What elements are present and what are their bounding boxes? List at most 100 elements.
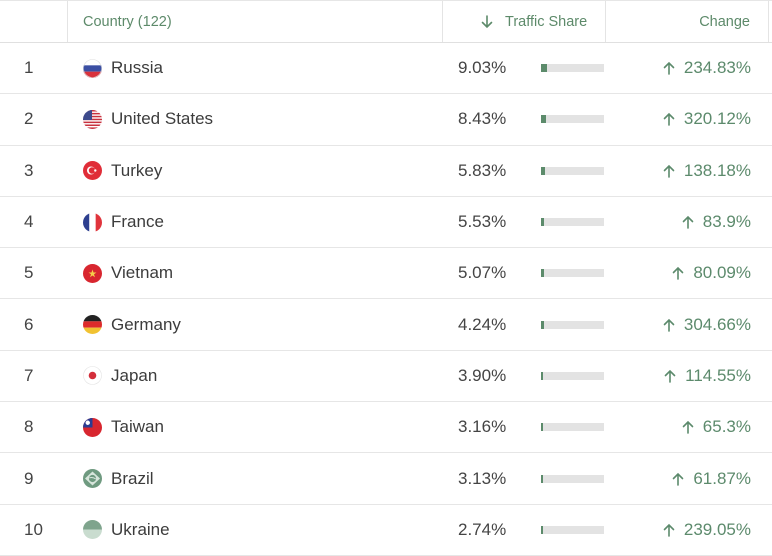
arrow-up-icon <box>671 471 685 487</box>
table-row[interactable]: 2 United States 8.43% 320.12% <box>0 94 772 146</box>
change-cell: 114.55% <box>606 366 769 386</box>
traffic-share-column-header[interactable]: Traffic Share <box>443 1 606 42</box>
traffic-share-bar-fill <box>541 218 544 227</box>
table-row[interactable]: 3 Turkey 5.83% 138.18% <box>0 146 772 197</box>
change-value: 239.05% <box>683 519 751 539</box>
change-column-header[interactable]: Change <box>606 1 769 42</box>
change-cell: 320.12% <box>606 109 769 129</box>
change-column-label: Change <box>699 13 750 30</box>
change-value: 83.9% <box>702 212 751 232</box>
traffic-share-bar-fill <box>541 115 546 124</box>
traffic-share-cell: 5.53% <box>443 212 606 232</box>
change-value: 138.18% <box>683 160 751 180</box>
traffic-share-bar <box>541 474 604 483</box>
rank-column-header <box>0 1 68 42</box>
change-value: 61.87% <box>693 468 751 488</box>
traffic-share-bar-fill <box>541 269 544 278</box>
table-row[interactable]: 5 Vietnam 5.07% 80.09% <box>0 248 772 300</box>
usa-flag-icon <box>83 109 102 129</box>
change-value: 234.83% <box>683 58 751 78</box>
rank-cell: 9 <box>24 468 34 488</box>
country-name: Germany <box>111 314 181 334</box>
country-name: Vietnam <box>111 263 174 283</box>
country-column-label: Country (122) <box>83 13 172 30</box>
rank-cell: 3 <box>24 160 34 180</box>
country-cell[interactable]: Taiwan <box>68 417 443 437</box>
traffic-share-bar <box>541 166 604 175</box>
change-cell: 83.9% <box>606 212 769 232</box>
traffic-share-value: 5.53% <box>458 212 507 232</box>
table-row[interactable]: 10 Ukraine 2.74% 239.05% <box>0 505 772 556</box>
country-cell[interactable]: France <box>68 212 443 232</box>
table-row[interactable]: 4 France 5.53% 83.9% <box>0 197 772 249</box>
traffic-share-value: 3.16% <box>458 417 507 437</box>
traffic-share-cell: 8.43% <box>443 109 606 129</box>
rank-cell: 8 <box>24 417 34 437</box>
rank-cell: 2 <box>24 109 34 129</box>
traffic-share-value: 5.83% <box>458 160 507 180</box>
table-row[interactable]: 6 Germany 4.24% 304.66% <box>0 299 772 351</box>
arrow-up-icon <box>681 214 695 230</box>
traffic-share-column-label: Traffic Share <box>505 13 588 30</box>
arrow-up-icon <box>681 419 695 435</box>
arrow-up-icon <box>662 60 676 76</box>
arrow-up-icon <box>662 522 676 538</box>
traffic-share-value: 3.90% <box>458 365 507 385</box>
arrow-down-icon <box>479 14 495 30</box>
country-cell[interactable]: Japan <box>68 366 443 386</box>
country-column-header[interactable]: Country (122) <box>68 1 443 42</box>
rank-cell: 5 <box>24 263 34 283</box>
country-cell[interactable]: Vietnam <box>68 263 443 283</box>
country-cell[interactable]: Russia <box>68 58 443 78</box>
rank-cell: 10 <box>24 519 43 539</box>
traffic-share-cell: 4.24% <box>443 315 606 335</box>
japan-flag-icon <box>83 366 102 386</box>
traffic-share-cell: 5.07% <box>443 263 606 283</box>
arrow-up-icon <box>662 111 676 127</box>
traffic-share-cell: 5.83% <box>443 161 606 181</box>
rank-cell: 7 <box>24 365 34 385</box>
arrow-up-icon <box>663 368 677 384</box>
traffic-share-value: 5.07% <box>458 263 507 283</box>
traffic-share-cell: 3.16% <box>443 417 606 437</box>
table-row[interactable]: 9 Brazil 3.13% 61.87% <box>0 453 772 505</box>
traffic-share-bar-fill <box>541 371 543 380</box>
traffic-share-cell: 9.03% <box>443 58 606 78</box>
country-cell[interactable]: Brazil <box>68 469 443 489</box>
traffic-share-bar-fill <box>541 64 547 73</box>
country-cell[interactable]: United States <box>68 109 443 129</box>
country-cell[interactable]: Ukraine <box>68 520 443 540</box>
traffic-share-cell: 3.13% <box>443 469 606 489</box>
rank-cell: 4 <box>24 212 34 232</box>
country-cell[interactable]: Turkey <box>68 161 443 181</box>
turkey-flag-icon <box>83 161 102 181</box>
change-value: 80.09% <box>693 263 751 283</box>
traffic-share-value: 4.24% <box>458 314 507 334</box>
change-value: 65.3% <box>702 417 751 437</box>
table-row[interactable]: 1 Russia 9.03% 234.83% <box>0 43 772 95</box>
traffic-share-value: 9.03% <box>458 58 507 78</box>
change-cell: 80.09% <box>606 263 769 283</box>
traffic-share-bar <box>541 115 604 124</box>
brazil-flag-icon <box>83 469 102 489</box>
arrow-up-icon <box>662 163 676 179</box>
change-cell: 65.3% <box>606 417 769 437</box>
rank-cell: 6 <box>24 314 34 334</box>
traffic-share-bar-fill <box>541 525 543 534</box>
arrow-up-icon <box>662 317 676 333</box>
rank-cell: 1 <box>24 58 34 78</box>
traffic-share-cell: 2.74% <box>443 520 606 540</box>
traffic-share-value: 3.13% <box>458 468 507 488</box>
traffic-share-bar <box>541 320 604 329</box>
country-name: Brazil <box>111 468 154 488</box>
vietnam-flag-icon <box>83 263 102 283</box>
arrow-up-icon <box>671 265 685 281</box>
russia-flag-icon <box>83 58 102 78</box>
country-name: Turkey <box>111 160 163 180</box>
change-cell: 239.05% <box>606 520 769 540</box>
country-cell[interactable]: Germany <box>68 315 443 335</box>
table-row[interactable]: 7 Japan 3.90% 114.55% <box>0 351 772 403</box>
traffic-share-bar-fill <box>541 320 544 329</box>
table-row[interactable]: 8 Taiwan 3.16% 65.3% <box>0 402 772 454</box>
traffic-share-bar-fill <box>541 423 543 432</box>
